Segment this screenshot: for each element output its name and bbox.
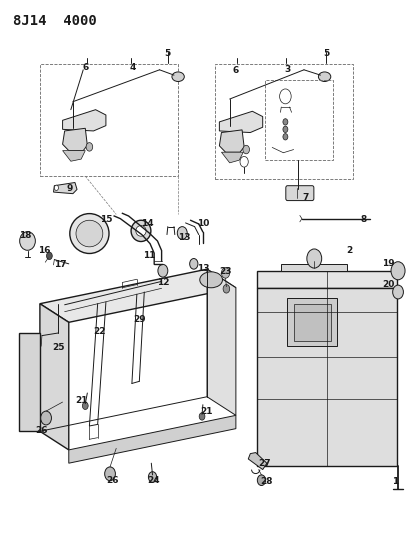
Text: 2: 2 [345,246,351,255]
Ellipse shape [70,214,109,254]
Text: 12: 12 [157,278,169,287]
Text: 8J14  4000: 8J14 4000 [13,14,97,28]
Text: 23: 23 [219,268,231,276]
Circle shape [157,264,167,277]
Polygon shape [62,128,87,151]
Polygon shape [62,151,85,161]
Bar [287,298,336,346]
Bar [40,64,178,176]
Circle shape [306,249,321,268]
Text: 5: 5 [323,50,329,58]
Circle shape [282,126,287,133]
Ellipse shape [131,220,150,241]
Circle shape [177,227,187,239]
Polygon shape [206,269,235,415]
Polygon shape [256,271,396,288]
Ellipse shape [171,72,184,82]
Circle shape [257,475,265,486]
Polygon shape [62,110,106,131]
Polygon shape [280,264,347,271]
Text: 26: 26 [35,426,47,435]
Circle shape [40,411,51,425]
Text: 29: 29 [133,315,146,324]
Polygon shape [221,152,243,163]
Polygon shape [219,111,262,133]
Circle shape [282,119,287,125]
Ellipse shape [318,72,330,82]
Ellipse shape [20,232,35,251]
Circle shape [199,413,204,420]
Circle shape [46,252,52,260]
Bar [215,64,353,179]
Circle shape [82,402,88,409]
Text: 26: 26 [106,477,118,485]
Circle shape [221,268,229,278]
Bar [264,80,332,160]
Polygon shape [69,415,235,463]
Circle shape [54,185,58,190]
Text: 14: 14 [140,220,153,229]
Text: 3: 3 [284,66,290,74]
Text: 11: 11 [142,252,155,260]
Text: 17: 17 [54,261,66,269]
Circle shape [390,262,404,280]
Polygon shape [40,269,235,322]
Text: 13: 13 [196,264,209,272]
Ellipse shape [135,225,146,236]
Circle shape [282,134,287,140]
Text: 20: 20 [382,279,394,288]
Text: 18: 18 [19,231,32,240]
Text: 1: 1 [391,478,397,486]
Polygon shape [40,304,69,450]
Text: 21: 21 [75,396,87,405]
FancyBboxPatch shape [285,185,313,200]
Text: 16: 16 [38,246,50,255]
Polygon shape [53,182,77,193]
Text: 5: 5 [164,50,171,58]
Circle shape [242,146,249,154]
Circle shape [104,467,115,481]
Ellipse shape [199,272,222,288]
Text: 7: 7 [302,193,309,202]
Ellipse shape [76,220,102,247]
Text: 25: 25 [52,343,64,352]
Bar [293,304,330,341]
Text: 9: 9 [66,184,73,193]
Text: 13: 13 [178,233,190,242]
Text: 6: 6 [82,63,88,71]
Text: 4: 4 [129,63,135,71]
Circle shape [223,285,229,293]
Text: 15: 15 [100,215,112,224]
Text: 21: 21 [200,407,213,416]
Polygon shape [219,130,244,152]
Circle shape [148,472,156,482]
Polygon shape [256,288,396,466]
Polygon shape [19,333,40,431]
Text: 22: 22 [93,327,106,336]
Circle shape [392,285,402,299]
Text: 19: 19 [381,260,394,268]
Text: 24: 24 [147,477,159,485]
Text: 6: 6 [232,67,238,75]
Circle shape [86,143,93,151]
Polygon shape [248,453,266,470]
Text: 10: 10 [196,220,209,229]
Circle shape [189,259,197,269]
Text: 27: 27 [258,459,271,467]
Text: 28: 28 [259,477,272,486]
Text: 8: 8 [360,215,366,224]
